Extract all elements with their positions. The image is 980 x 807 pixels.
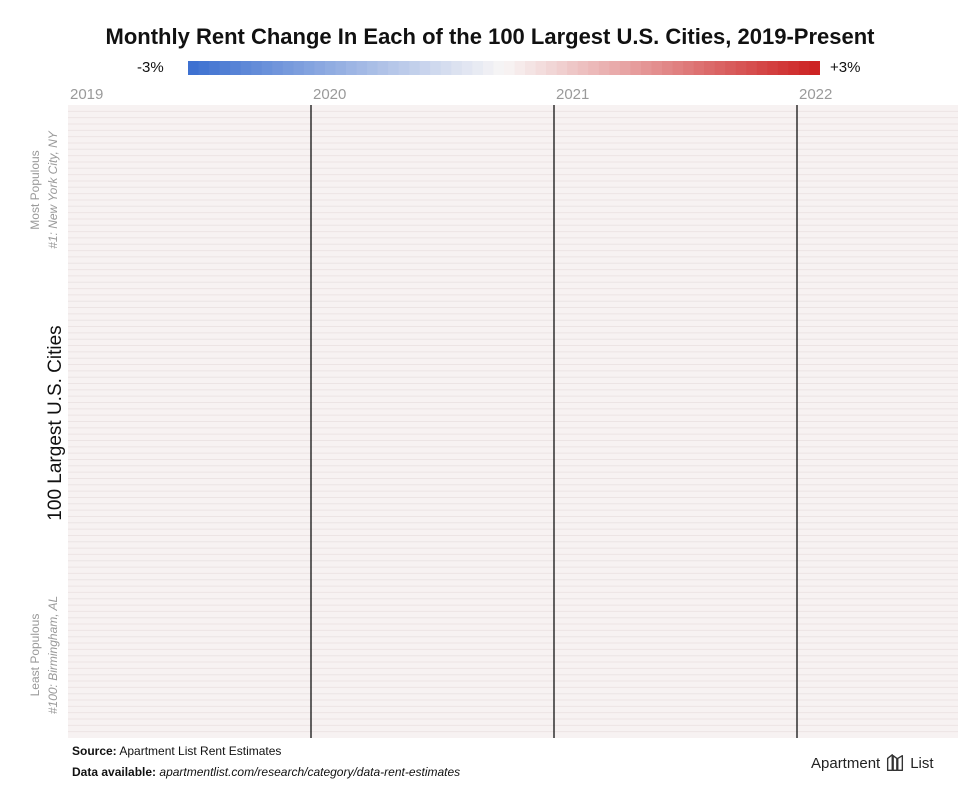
legend-color-step	[735, 61, 747, 75]
legend-color-step	[367, 61, 379, 75]
legend-color-bar	[188, 61, 820, 75]
legend-color-step	[324, 61, 337, 75]
source-label: Source:	[72, 744, 117, 758]
legend-color-step	[272, 61, 284, 75]
legend-color-step	[240, 61, 252, 75]
legend-color-step	[409, 61, 421, 75]
legend-color-step	[219, 61, 231, 75]
legend-color-step	[314, 61, 326, 75]
legend-color-step	[546, 61, 558, 75]
y-axis-top-annotation: Most Populous #1: New York City, NY	[26, 131, 62, 249]
legend-color-step	[356, 61, 368, 75]
legend-color-step	[788, 61, 800, 75]
legend-color-step	[419, 61, 431, 75]
chart-title: Monthly Rent Change In Each of the 100 L…	[105, 24, 875, 49]
legend-color-step	[662, 61, 674, 75]
legend-color-step	[756, 61, 768, 75]
legend-color-step	[188, 61, 200, 75]
y-axis-title: 100 Largest U.S. Cities	[45, 325, 66, 521]
legend-color-step	[482, 61, 495, 75]
legend-color-step	[303, 61, 315, 75]
legend-color-step	[630, 61, 642, 75]
legend-color-step	[230, 61, 242, 75]
legend-color-step	[440, 61, 452, 75]
legend-color-step	[567, 61, 579, 75]
legend-color-step	[525, 61, 537, 75]
data-availability-line: Data available: apartmentlist.com/resear…	[72, 765, 460, 779]
legend-color-step	[640, 61, 653, 75]
legend-color-step	[335, 61, 347, 75]
legend-color-step	[282, 61, 294, 75]
y-axis-top-label: Most Populous	[28, 150, 42, 230]
legend-color-step	[609, 61, 621, 75]
source-line: Source: Apartment List Rent Estimates	[72, 744, 281, 758]
legend-color-step	[598, 61, 610, 75]
y-axis-top-city: #1: New York City, NY	[46, 131, 60, 249]
legend-color-step	[672, 61, 684, 75]
legend-color-step	[588, 61, 600, 75]
legend-color-step	[798, 61, 811, 75]
apartment-list-logo: Apartment List	[811, 752, 934, 774]
legend-color-step	[472, 61, 484, 75]
legend-color-step	[777, 61, 789, 75]
y-axis-bottom-label: Least Populous	[28, 613, 42, 697]
brand-name-left: Apartment	[811, 754, 881, 772]
legend-color-step	[619, 61, 631, 75]
legend-color-step	[377, 61, 389, 75]
x-tick-label-year: 2021	[556, 86, 590, 103]
legend-color-step	[451, 61, 463, 75]
legend-color-step	[198, 61, 210, 75]
legend-color-step	[535, 61, 547, 75]
x-tick-label-year: 2022	[799, 86, 833, 103]
legend-color-step	[504, 61, 516, 75]
legend-color-step	[651, 61, 663, 75]
legend-color-step	[725, 61, 737, 75]
x-tick-label-year: 2020	[313, 86, 347, 103]
legend-color-step	[714, 61, 726, 75]
legend-color-step	[683, 61, 695, 75]
legend-color-step	[346, 61, 358, 75]
legend-color-step	[388, 61, 400, 75]
legend-color-step	[493, 61, 505, 75]
legend-color-step	[693, 61, 705, 75]
y-axis-bottom-city: #100: Birmingham, AL	[46, 595, 60, 715]
apartment-list-logo-icon	[887, 754, 904, 772]
legend-color-step	[746, 61, 758, 75]
legend-color-step	[293, 61, 305, 75]
legend-color-step	[209, 61, 221, 75]
legend-min-label: -3%	[137, 59, 164, 76]
brand-name-right: List	[910, 754, 934, 772]
legend-color-step	[809, 61, 820, 75]
data-available-label: Data available:	[72, 765, 157, 779]
source-text: Apartment List Rent Estimates	[119, 744, 282, 758]
data-available-link[interactable]: apartmentlist.com/research/category/data…	[159, 765, 461, 779]
legend-max-label: +3%	[830, 59, 861, 76]
legend-color-step	[430, 61, 442, 75]
y-axis-bottom-annotation: Least Populous #100: Birmingham, AL	[26, 596, 62, 714]
legend-color-step	[704, 61, 716, 75]
legend-color-step	[461, 61, 473, 75]
legend-color-step	[514, 61, 526, 75]
x-tick-label-year: 2019	[70, 86, 104, 103]
legend-color-step	[398, 61, 410, 75]
legend-color-step	[251, 61, 263, 75]
legend-color-step	[577, 61, 589, 75]
legend-color-step	[767, 61, 779, 75]
legend-color-step	[556, 61, 568, 75]
legend-color-step	[261, 61, 273, 75]
